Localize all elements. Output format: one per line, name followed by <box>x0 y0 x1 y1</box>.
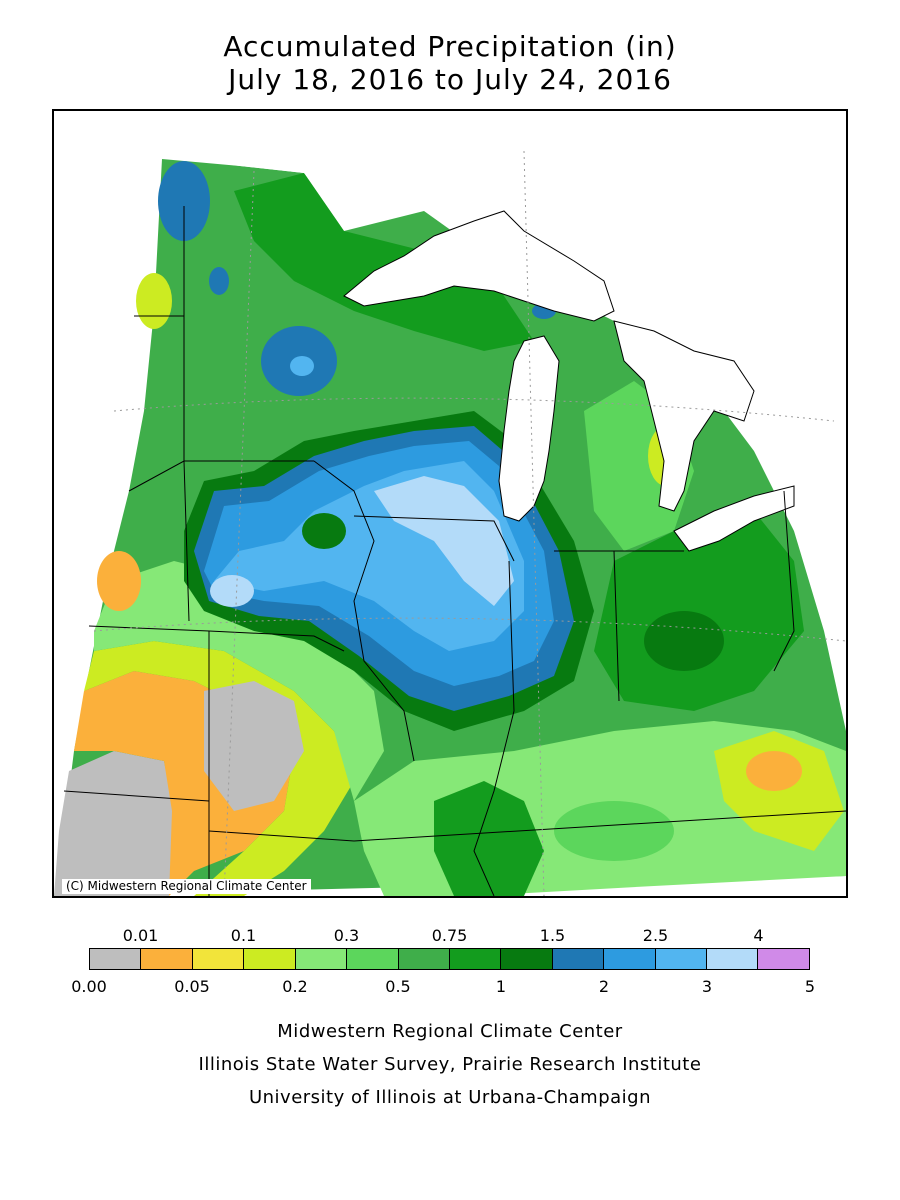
sw-gray-patch <box>204 681 304 811</box>
sw-dry-zone <box>54 751 174 896</box>
legend-swatch <box>604 949 656 969</box>
west-max-spot <box>210 575 254 607</box>
legend-bottom-label: 1 <box>495 977 507 996</box>
legend-bottom-label: 0.2 <box>282 977 308 996</box>
legend-swatch <box>141 949 193 969</box>
lake-michigan <box>498 335 560 522</box>
canada-area <box>164 111 846 461</box>
legend-swatch <box>707 949 759 969</box>
map-copyright: (C) Midwestern Regional Climate Center <box>62 879 311 894</box>
se-yellow-band <box>714 731 844 851</box>
se-dry-spot <box>746 751 802 791</box>
lake-huron <box>613 320 755 512</box>
lake-superior <box>343 210 615 322</box>
legend-top-label: 2.5 <box>642 926 669 945</box>
legend-top-label: 0.75 <box>431 926 468 945</box>
legend-top-label: 4 <box>753 926 764 945</box>
legend-top-label: 0.1 <box>230 926 257 945</box>
legend-bottom-label: 0.05 <box>174 977 210 996</box>
legend-bottom-label: 0.00 <box>71 977 107 996</box>
precipitation-map: (C) Midwestern Regional Climate Center <box>52 109 848 898</box>
sw-lightgreen <box>94 561 384 801</box>
southcentral-green <box>554 801 674 861</box>
footer-survey: Illinois State Water Survey, Prairie Res… <box>198 1054 702 1075</box>
legend-swatch <box>90 949 142 969</box>
legend-top-label: 0.3 <box>333 926 360 945</box>
state-boundaries <box>63 206 846 896</box>
legend-swatch <box>758 949 809 969</box>
south-darkgreen <box>434 781 544 896</box>
legend-swatch <box>449 949 502 969</box>
legend-swatch <box>501 949 553 969</box>
precipitation-legend: 0.00 0.05 0.2 0.5 1 2 3 5 0.01 0.1 0.3 0.75 1.5 2.5 4 <box>0 920 900 1000</box>
legend-swatch <box>347 949 399 969</box>
legend-swatch <box>552 949 605 969</box>
legend-bottom-label: 2 <box>598 977 610 996</box>
latlon-grid <box>93 150 846 896</box>
legend-swatch <box>398 949 450 969</box>
lake-erie <box>673 485 795 552</box>
mn-blue-core <box>290 356 314 376</box>
legend-bottom-label: 0.5 <box>385 977 411 996</box>
legend-bottom-label: 5 <box>804 977 816 996</box>
map-date-range: July 18, 2016 to July 24, 2016 <box>228 63 672 96</box>
central-green-hole <box>302 513 346 549</box>
ohio-dark-core <box>644 611 724 671</box>
footer-org: Midwestern Regional Climate Center <box>277 1021 623 1042</box>
legend-swatch <box>244 949 296 969</box>
footer-university: University of Illinois at Urbana-Champai… <box>248 1087 652 1108</box>
legend-swatch <box>192 949 245 969</box>
north-darkgreen <box>234 173 534 351</box>
legend-swatch <box>655 949 708 969</box>
legend-swatches <box>89 948 810 970</box>
nw-dry-spot <box>136 273 172 329</box>
west-dry-spot <box>97 551 141 611</box>
map-title: Accumulated Precipitation (in) <box>223 30 677 63</box>
legend-top-label: 0.01 <box>122 926 159 945</box>
nd-blue-spot <box>209 267 229 295</box>
legend-swatch <box>295 949 348 969</box>
legend-top-label: 1.5 <box>539 926 566 945</box>
nw-blue-patch <box>158 161 210 241</box>
east-darkgreen <box>594 511 804 711</box>
legend-bottom-label: 3 <box>701 977 713 996</box>
max-rain-core <box>374 476 514 606</box>
